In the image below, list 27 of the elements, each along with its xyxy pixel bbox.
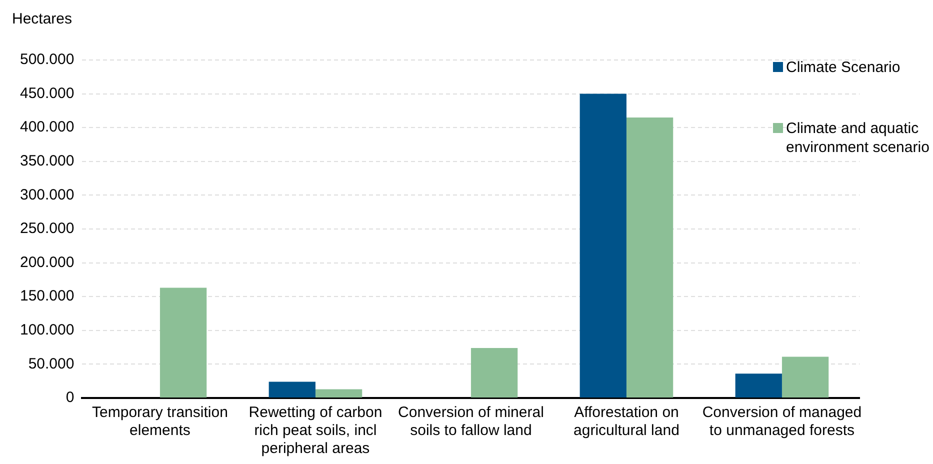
x-tick-label: Temporary transition elements bbox=[92, 404, 228, 440]
bar bbox=[315, 389, 362, 398]
x-tick-label: Rewetting of carbon rich peat soils, incl peripheral areas bbox=[248, 404, 382, 458]
bar bbox=[782, 356, 829, 398]
bar bbox=[580, 94, 626, 398]
x-tick-label: Conversion of mineral soils to fallow land bbox=[398, 404, 544, 440]
x-tick-label: Conversion of managed to unmanaged forests bbox=[702, 404, 862, 440]
y-tick-label: 250.000 bbox=[20, 220, 74, 238]
y-tick-label: 450.000 bbox=[20, 84, 74, 102]
legend-label: Climate and aquatic environment scenario bbox=[786, 119, 930, 157]
y-tick-label: 350.000 bbox=[20, 152, 74, 170]
bar bbox=[735, 374, 782, 398]
legend-label: Climate Scenario bbox=[786, 58, 900, 77]
y-tick-label: 300.000 bbox=[20, 186, 74, 204]
y-tick-label: 500.000 bbox=[20, 51, 74, 68]
bar bbox=[268, 382, 316, 398]
bar bbox=[470, 348, 518, 398]
bar bbox=[626, 117, 674, 398]
x-tick-label: Afforestation on agricultural land bbox=[574, 404, 680, 440]
y-axis-title: Hectares bbox=[12, 10, 72, 28]
y-tick-label: 200.000 bbox=[20, 254, 74, 271]
y-tick-label: 150.000 bbox=[20, 288, 74, 305]
y-tick-label: 50.000 bbox=[28, 355, 74, 372]
y-tick-label: 0 bbox=[66, 389, 74, 406]
y-tick-label: 400.000 bbox=[20, 118, 74, 136]
y-tick-label: 100.000 bbox=[20, 322, 74, 339]
bar bbox=[160, 288, 207, 398]
